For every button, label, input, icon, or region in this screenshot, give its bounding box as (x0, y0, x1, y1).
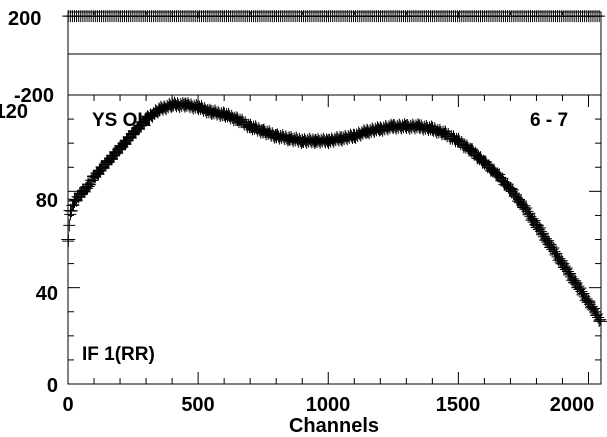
amplitude-point (533, 222, 546, 235)
amplitude-point (564, 267, 577, 280)
amplitude-point (534, 225, 547, 238)
amplitude-point (91, 167, 104, 180)
amplitude-point (580, 292, 593, 305)
if-annotation: IF 1(RR) (82, 344, 155, 365)
amplitude-point (574, 282, 587, 295)
amplitude-point (542, 234, 555, 247)
amplitude-point (548, 245, 561, 258)
amplitude-point (515, 195, 528, 208)
amplitude-point (520, 201, 533, 214)
source-annotation: YS OK (92, 110, 151, 131)
amplitude-point (558, 260, 571, 273)
phase-point (593, 10, 606, 23)
amplitude-point (536, 227, 549, 240)
amplitude-point (594, 313, 607, 326)
amplitude-point (118, 137, 131, 150)
amplitude-point (507, 187, 520, 200)
xtick-label: 2000 (550, 394, 595, 416)
amplitude-point (523, 207, 536, 220)
amplitude-point (577, 287, 590, 300)
x-axis-title: Channels (289, 415, 379, 437)
amplitude-point (104, 152, 117, 165)
amplitude-point (560, 262, 573, 275)
amplitude-point (592, 311, 605, 324)
amplitude-point (591, 308, 604, 321)
xtick-label: 0 (62, 394, 73, 416)
amplitude-point (518, 200, 531, 213)
amplitude-point (587, 302, 600, 315)
baseline-annotation: 6 - 7 (530, 110, 568, 131)
amplitude-point (96, 161, 109, 174)
amplitude-point (63, 219, 76, 232)
xtick-label: 500 (181, 394, 214, 416)
amplitude-point (567, 272, 580, 285)
amplitude-point (62, 235, 75, 248)
amplitude-point (110, 146, 123, 159)
amplitude-point (561, 265, 574, 278)
amplitude-point (553, 252, 566, 265)
amplitude-point (506, 183, 519, 196)
amplitude-point (550, 247, 563, 260)
amplitude-point (526, 212, 539, 225)
amplitude-point (531, 220, 544, 233)
phase-ytick-label: 200 (8, 8, 41, 30)
amplitude-point (64, 208, 77, 221)
phase-series (62, 10, 606, 23)
amp-ytick-label: 120 (0, 101, 28, 123)
amplitude-point (509, 188, 522, 201)
amplitude-point (521, 205, 534, 218)
amplitude-point (572, 280, 585, 293)
amplitude-point (513, 193, 526, 206)
amplitude-point (545, 240, 558, 253)
amplitude-series (61, 96, 607, 329)
amplitude-point (528, 214, 541, 227)
amplitude-point (69, 193, 82, 206)
amplitude-point (582, 294, 595, 307)
amplitude-point (593, 314, 606, 327)
amp-ytick-label: 0 (47, 375, 58, 397)
axis-ticks (67, 12, 601, 385)
amplitude-point (569, 274, 582, 287)
amplitude-point (575, 285, 588, 298)
amplitude-point (504, 182, 517, 195)
xtick-label: 1000 (306, 394, 351, 416)
amplitude-point (540, 232, 553, 245)
xtick-label: 1500 (436, 394, 481, 416)
amp-ytick-label: 40 (36, 283, 58, 305)
amplitude-point (547, 242, 560, 255)
amplitude-point (585, 300, 598, 313)
amp-ytick-label: 80 (36, 190, 58, 212)
amplitude-point (132, 122, 145, 135)
phase-ytick-label: -200 (14, 85, 54, 107)
amplitude-point (123, 131, 136, 144)
amplitude-point (555, 254, 568, 267)
amplitude-point (137, 116, 150, 129)
